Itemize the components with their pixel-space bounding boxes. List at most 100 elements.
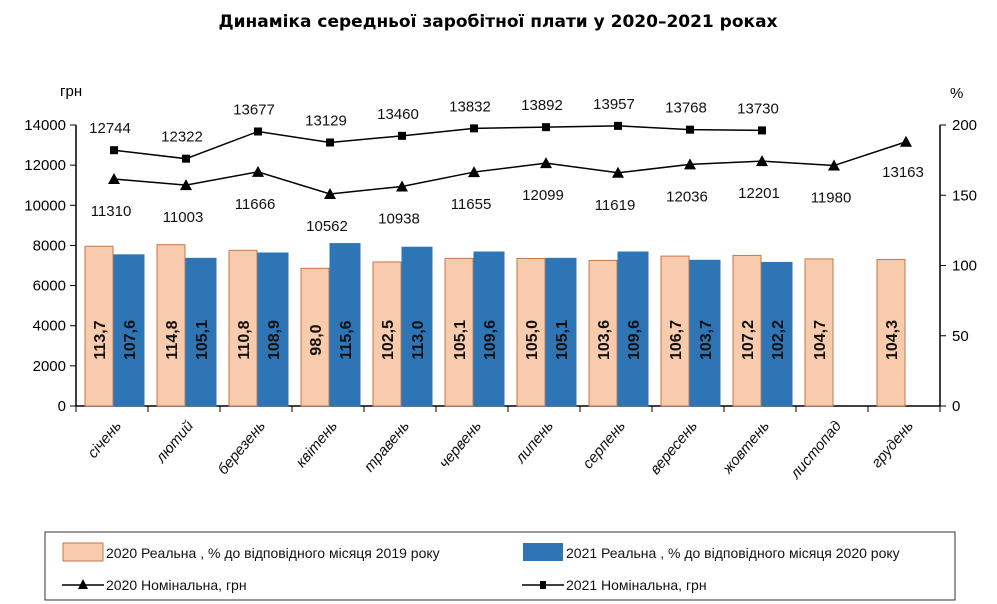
legend-swatch-2021-real	[523, 543, 563, 561]
bar-2020-real	[876, 258, 906, 407]
legend-frame	[44, 531, 956, 601]
line-data-label-2020: 13163	[882, 164, 924, 181]
triangle-marker	[252, 165, 264, 177]
line-data-label-2020: 11980	[811, 190, 852, 207]
category-label: березень	[215, 418, 270, 478]
legend-label-2020-real: 2020 Реальна , % до відповідного місяця …	[106, 545, 440, 561]
left-axis-unit: грн	[60, 83, 82, 100]
bar-data-label: 103,7	[698, 320, 715, 360]
category-label: серпень	[579, 418, 629, 473]
category-label: червень	[436, 418, 485, 472]
chart-title: Динаміка середньої заробітної плати у 20…	[218, 12, 777, 32]
bar-data-label: 104,3	[884, 320, 901, 360]
triangle-marker	[108, 172, 120, 184]
bar-2020-real	[84, 245, 114, 407]
category-label: жовтень	[719, 418, 773, 478]
bar-data-label: 114,8	[164, 320, 181, 359]
square-marker	[758, 126, 766, 135]
bar-2020-real	[732, 254, 762, 407]
square-marker	[254, 127, 262, 136]
square-marker	[326, 138, 334, 147]
legend: 2020 Реальна , % до відповідного місяця …	[44, 531, 956, 601]
line-data-label-2021: 13892	[521, 97, 563, 114]
bar-data-label: 105,1	[452, 320, 469, 360]
category-label: квітень	[293, 418, 342, 471]
bar-2021-real	[473, 251, 505, 407]
bar-2021-real	[257, 252, 289, 407]
legend-label-2020-nominal: 2020 Номінальна, грн	[106, 577, 247, 593]
legend-square-marker-icon	[540, 581, 546, 589]
right-tick-label: 200	[952, 117, 977, 134]
bar-data-label: 106,7	[668, 320, 685, 360]
square-marker	[470, 124, 478, 133]
bar-2020-real	[156, 244, 186, 407]
bar-data-label: 107,6	[122, 320, 139, 360]
bar-data-label: 113,7	[92, 320, 109, 359]
left-tick-label: 10000	[24, 197, 66, 214]
line-2020-nominal	[113, 141, 907, 195]
triangle-marker	[612, 166, 624, 178]
bar-2021-real	[401, 246, 433, 407]
bar-data-label: 103,6	[596, 320, 613, 360]
line-data-label-2020: 10562	[306, 218, 348, 235]
bar-data-label: 102,5	[380, 320, 397, 360]
left-tick-label: 0	[58, 398, 66, 415]
triangle-marker	[756, 155, 768, 167]
right-tick-label: 100	[952, 258, 977, 275]
bar-data-label: 104,7	[812, 320, 829, 360]
bar-2020-real	[372, 261, 402, 407]
legend-label-2021-real: 2021 Реальна , % до відповідного місяця …	[566, 545, 900, 561]
line-data-label-2020: 11310	[91, 203, 132, 220]
legend-label-2021-nominal: 2021 Номінальна, грн	[566, 577, 707, 593]
line-data-label-2020: 11003	[163, 209, 204, 226]
bar-data-label: 107,2	[740, 320, 757, 360]
line-data-label-2020: 12036	[666, 188, 708, 205]
line-data-label-2021: 13957	[593, 96, 635, 113]
square-marker	[110, 146, 118, 155]
left-tick-label: 8000	[33, 237, 66, 254]
triangle-marker	[180, 179, 192, 191]
bar-data-label: 105,0	[524, 320, 541, 360]
category-label: травень	[361, 418, 413, 476]
bar-data-label: 109,6	[482, 320, 499, 360]
bar-2021-real	[545, 257, 577, 407]
bar-data-label: 115,6	[338, 320, 355, 359]
bar-2020-real	[228, 249, 258, 407]
left-tick-label: 6000	[33, 278, 66, 295]
triangle-marker	[900, 135, 912, 147]
line-data-label-2021: 13768	[665, 100, 707, 117]
line-2021-nominal	[113, 125, 763, 160]
bar-data-label: 109,6	[626, 320, 643, 360]
category-label: липень	[512, 418, 558, 468]
line-data-label-2021: 13832	[449, 98, 491, 115]
line-data-label-2021: 13677	[233, 101, 275, 118]
line-data-label-2020: 11666	[235, 196, 276, 213]
bar-data-label: 98,0	[308, 324, 325, 355]
square-marker	[542, 123, 550, 132]
bar-2021-real	[185, 257, 217, 407]
bar-data-label: 110,8	[236, 320, 253, 359]
category-label: листопад	[786, 418, 845, 483]
bar-2021-real	[761, 261, 793, 407]
line-data-label-2020: 11619	[595, 197, 636, 214]
bar-2021-real	[113, 254, 145, 407]
bar-2020-real	[660, 255, 690, 407]
line-data-label-2020: 10938	[378, 210, 420, 227]
left-tick-label: 4000	[33, 318, 66, 335]
category-label: січень	[84, 418, 125, 462]
line-data-label-2021: 12322	[161, 129, 203, 146]
triangle-marker	[324, 188, 336, 200]
right-tick-label: 50	[952, 328, 969, 345]
bar-data-label: 105,1	[194, 320, 211, 360]
category-label: вересень	[647, 418, 701, 478]
triangle-marker	[468, 166, 480, 178]
legend-triangle-marker-icon	[78, 579, 88, 589]
line-data-label-2021: 13460	[377, 106, 419, 123]
square-marker	[614, 121, 622, 130]
line-data-label-2020: 12099	[522, 187, 564, 204]
bar-2020-real	[516, 257, 546, 407]
bar-2020-real	[804, 258, 834, 407]
right-tick-label: 150	[952, 187, 977, 204]
bar-2021-real	[689, 259, 721, 407]
